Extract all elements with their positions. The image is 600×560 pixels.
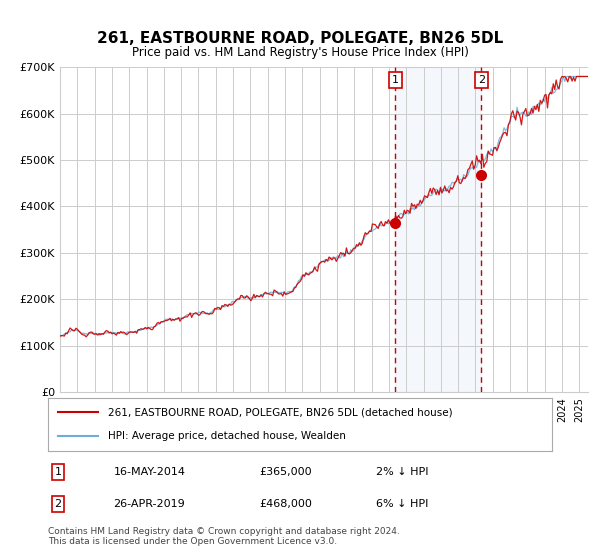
Text: 26-APR-2019: 26-APR-2019 bbox=[113, 499, 185, 509]
Text: Price paid vs. HM Land Registry's House Price Index (HPI): Price paid vs. HM Land Registry's House … bbox=[131, 46, 469, 59]
Text: 6% ↓ HPI: 6% ↓ HPI bbox=[376, 499, 428, 509]
Bar bbox=[395, 67, 481, 392]
Text: 2: 2 bbox=[478, 75, 485, 85]
Text: £468,000: £468,000 bbox=[260, 499, 313, 509]
Text: 1: 1 bbox=[55, 467, 62, 477]
Text: 2: 2 bbox=[55, 499, 62, 509]
Text: 261, EASTBOURNE ROAD, POLEGATE, BN26 5DL (detached house): 261, EASTBOURNE ROAD, POLEGATE, BN26 5DL… bbox=[109, 408, 453, 418]
Text: £365,000: £365,000 bbox=[260, 467, 313, 477]
Text: 261, EASTBOURNE ROAD, POLEGATE, BN26 5DL: 261, EASTBOURNE ROAD, POLEGATE, BN26 5DL bbox=[97, 31, 503, 46]
Text: HPI: Average price, detached house, Wealden: HPI: Average price, detached house, Weal… bbox=[109, 431, 346, 441]
Text: 1: 1 bbox=[392, 75, 399, 85]
Text: 16-MAY-2014: 16-MAY-2014 bbox=[113, 467, 185, 477]
Text: Contains HM Land Registry data © Crown copyright and database right 2024.
This d: Contains HM Land Registry data © Crown c… bbox=[48, 526, 400, 546]
Text: 2% ↓ HPI: 2% ↓ HPI bbox=[376, 467, 428, 477]
